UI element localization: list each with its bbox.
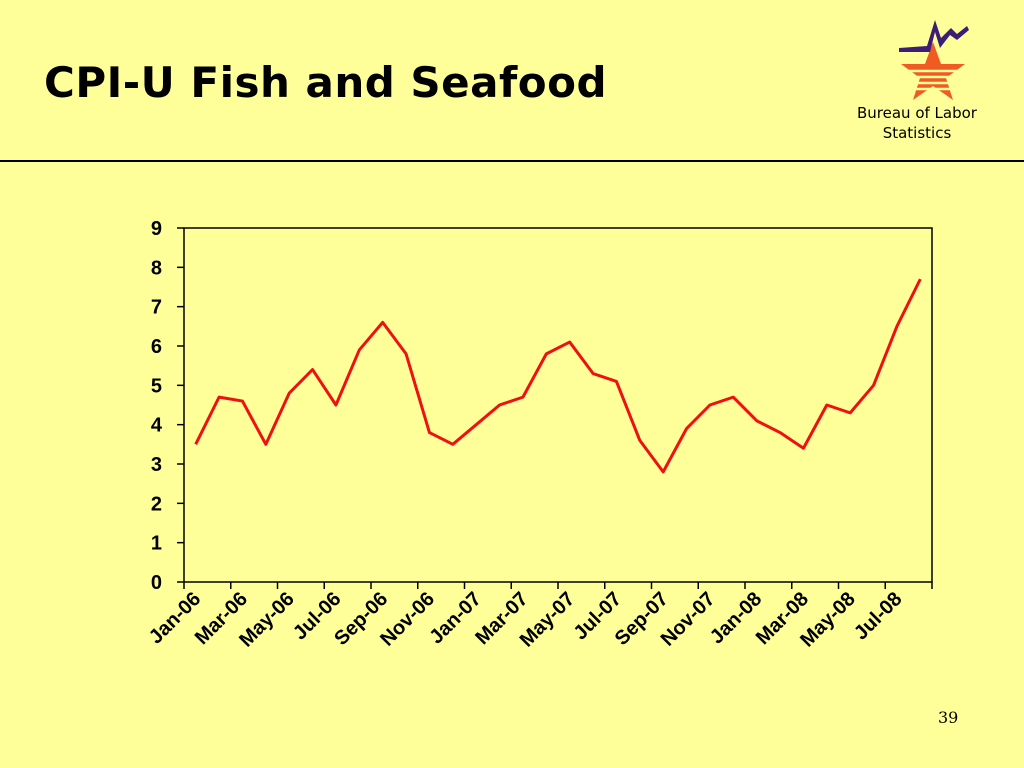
y-tick-label: 3 xyxy=(151,454,162,476)
slide-title: CPI-U Fish and Seafood xyxy=(44,58,608,107)
y-tick-label: 9 xyxy=(151,218,162,240)
series-line-0 xyxy=(194,278,922,474)
page-number: 39 xyxy=(938,708,959,727)
header-divider xyxy=(0,160,1024,162)
y-tick-label: 1 xyxy=(151,533,162,555)
y-tick-label: 6 xyxy=(151,336,162,358)
y-tick-label: 2 xyxy=(151,493,162,515)
organization-name: Bureau of Labor Statistics xyxy=(857,104,977,142)
plot-area-border xyxy=(183,227,933,583)
y-tick-label: 4 xyxy=(151,415,163,437)
bls-star-logo-icon xyxy=(895,20,971,100)
y-tick-label: 7 xyxy=(151,297,162,319)
y-tick-label: 0 xyxy=(151,572,162,594)
x-axis: Jan-06Mar-06May-06Jul-06Sep-06Nov-06Jan-… xyxy=(145,582,933,651)
series-layer xyxy=(194,278,922,474)
x-tick-label: Jul-08 xyxy=(850,588,906,644)
y-tick-label: 8 xyxy=(151,257,162,279)
y-axis: 0 1 2 3 4 5 6 7 8 9 xyxy=(151,218,933,594)
y-tick-label: 5 xyxy=(151,375,162,397)
